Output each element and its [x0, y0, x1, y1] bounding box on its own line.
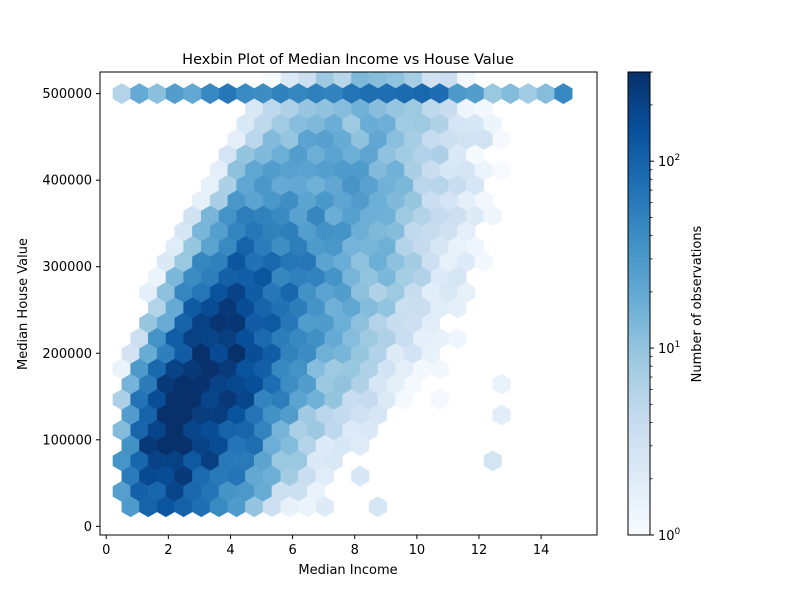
colorbar: 100 101 102 Number of observations — [627, 71, 705, 544]
hexbin-cell — [315, 496, 334, 518]
x-tick-label-2: 4 — [226, 543, 234, 558]
hexbin-cell — [492, 159, 511, 181]
colorbar-tick-label-0: 100 — [658, 527, 681, 544]
hexbin-cell — [430, 358, 449, 380]
x-tick-label-7: 14 — [533, 543, 550, 558]
colorbar-frame — [627, 71, 651, 536]
hexbin-cell — [448, 297, 467, 319]
hexbin-cell — [448, 327, 467, 349]
hexbin-cell — [148, 83, 167, 105]
y-tick-label-0: 0 — [84, 520, 92, 535]
x-tick-label-6: 12 — [471, 543, 488, 558]
x-tick-label-5: 10 — [409, 543, 426, 558]
x-tick-label-0: 0 — [102, 543, 110, 558]
x-tick-label-4: 8 — [351, 543, 359, 558]
colorbar-tick-label-2: 102 — [658, 153, 680, 170]
x-tick-label-1: 2 — [164, 543, 172, 558]
hexbin-cell — [492, 404, 511, 426]
hexbin-cell — [351, 435, 370, 456]
y-tick-label-5: 500000 — [42, 87, 92, 102]
y-axis-label: Median House Value — [16, 238, 31, 370]
colorbar-gradient — [628, 72, 650, 535]
colorbar-label: Number of observations — [690, 225, 705, 382]
y-tick-label-3: 300000 — [42, 260, 92, 275]
x-axis-label: Median Income — [298, 563, 397, 578]
y-tick-label-2: 200000 — [42, 347, 92, 362]
hexbin-cell — [368, 496, 387, 518]
hexbin-cell — [554, 83, 573, 105]
x-axis: 0 2 4 6 8 10 12 14 — [102, 535, 549, 558]
colorbar-ticks: 100 101 102 — [650, 71, 681, 544]
hexbin-cell — [112, 83, 131, 105]
y-axis: 0 100000 200000 300000 400000 500000 — [42, 87, 100, 535]
hexbin-cell — [218, 83, 237, 105]
hexbin-cell — [483, 450, 502, 472]
hexbin-cell — [201, 83, 220, 105]
hexbin-cell — [501, 83, 520, 105]
hexbin-cell — [536, 83, 555, 105]
hexbin-cell — [483, 205, 502, 227]
y-tick-label-1: 100000 — [42, 433, 92, 448]
y-tick-label-4: 400000 — [42, 174, 92, 189]
hexbin-cell — [130, 83, 149, 105]
hexbin-cell — [492, 129, 511, 150]
hexbin-cell — [474, 251, 493, 273]
plot-frame — [99, 71, 598, 536]
hexbin-cell — [395, 389, 414, 411]
colorbar-tick-label-1: 101 — [658, 340, 680, 357]
x-tick-label-3: 6 — [288, 543, 296, 558]
hexbin-cell — [492, 373, 511, 395]
hexbin-cell — [183, 83, 202, 105]
chart-title: Hexbin Plot of Median Income vs House Va… — [182, 52, 514, 68]
hexbin-cells — [112, 72, 573, 518]
hexbin-cell — [430, 389, 449, 411]
hexbin-cell — [351, 465, 370, 487]
hexbin-cell — [165, 83, 184, 105]
hexbin-cell — [519, 83, 538, 105]
